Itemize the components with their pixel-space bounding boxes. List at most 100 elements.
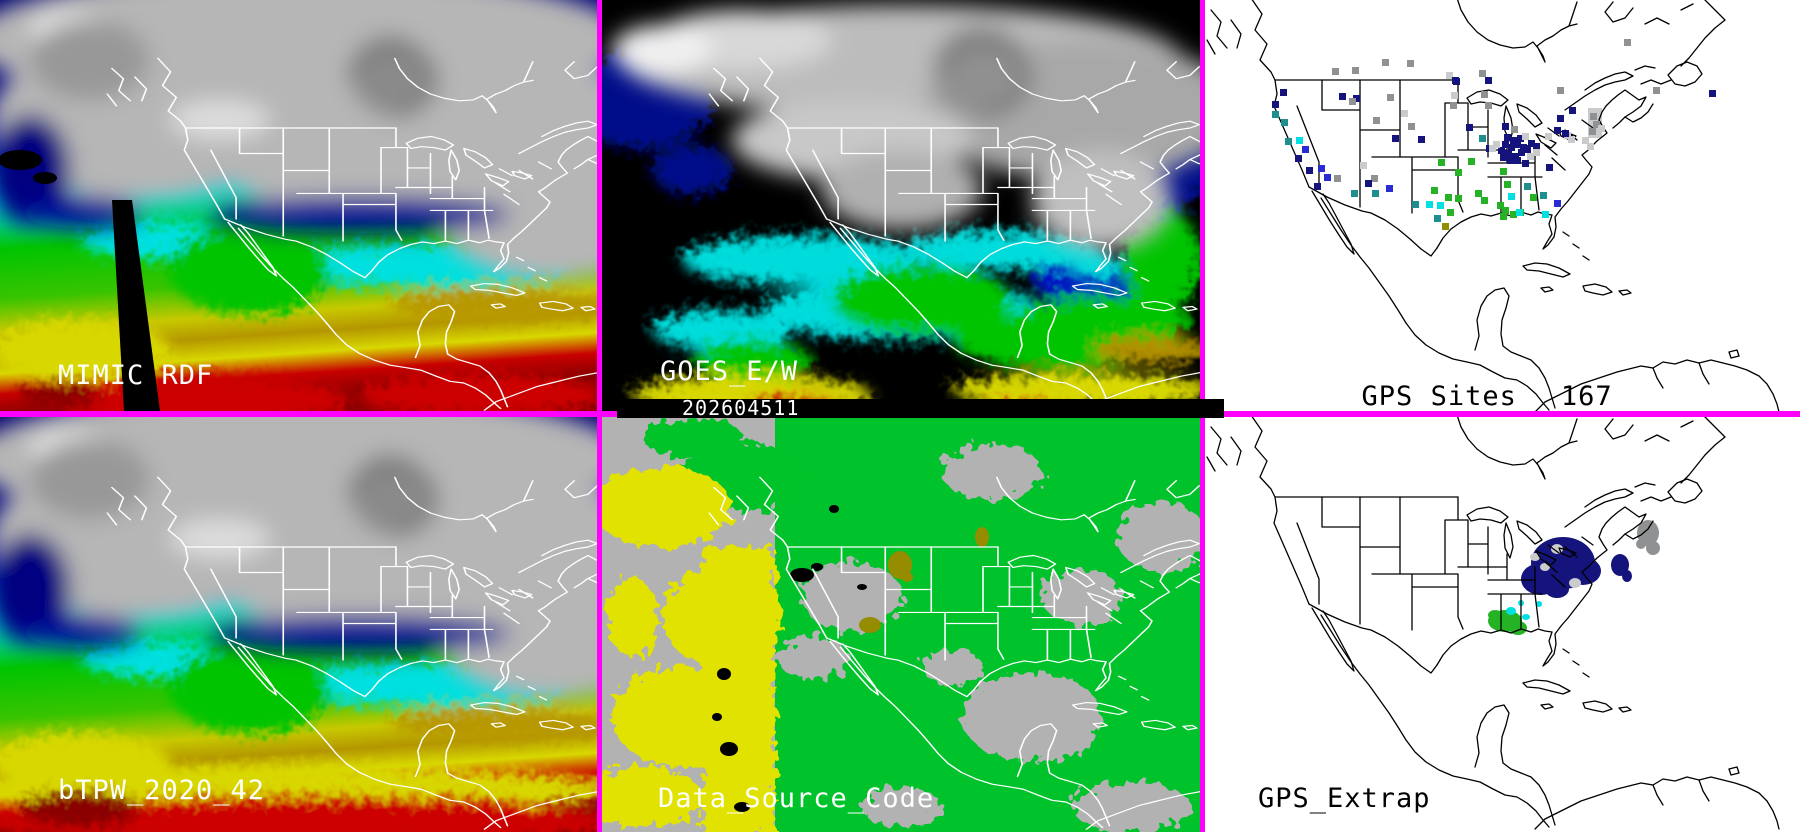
gps-site-marker bbox=[1554, 127, 1561, 134]
gps-site-marker bbox=[1530, 194, 1537, 201]
timestamp-text: 202604511 bbox=[682, 396, 800, 420]
gps-site-marker bbox=[1522, 133, 1529, 140]
goes-ew-imagery bbox=[602, 5, 1200, 411]
gps-site-marker bbox=[1517, 135, 1524, 142]
gps-site-marker bbox=[1481, 197, 1488, 204]
gps-site-marker bbox=[1306, 167, 1313, 174]
gps-site-marker bbox=[1497, 202, 1504, 209]
gps-site-marker bbox=[1451, 92, 1458, 99]
gps-site-markers bbox=[1272, 39, 1716, 230]
gps-site-marker bbox=[1272, 101, 1279, 108]
gps-site-marker bbox=[1401, 110, 1408, 117]
no-data-patches bbox=[712, 505, 867, 812]
gps-site-marker bbox=[1524, 183, 1531, 190]
gps-site-marker bbox=[1296, 137, 1303, 144]
gps-site-marker bbox=[1426, 201, 1433, 208]
gps-site-marker bbox=[1372, 190, 1379, 197]
gps-site-marker bbox=[1445, 194, 1452, 201]
gps-site-marker bbox=[1373, 117, 1380, 124]
gps-site-marker bbox=[1500, 213, 1507, 220]
gps-site-marker bbox=[1502, 207, 1509, 214]
gps-site-marker bbox=[1314, 183, 1321, 190]
gps-site-marker bbox=[1653, 87, 1660, 94]
gps-site-marker bbox=[1514, 141, 1521, 148]
gps-site-marker bbox=[1452, 77, 1459, 84]
gps-site-marker bbox=[1557, 87, 1564, 94]
gps-site-marker bbox=[1412, 201, 1419, 208]
extrap-region-blob bbox=[1522, 614, 1530, 620]
gps-site-marker bbox=[1418, 136, 1425, 143]
gps-site-marker bbox=[1582, 137, 1589, 144]
gps-site-marker bbox=[1504, 134, 1511, 141]
gps-site-marker bbox=[1281, 119, 1288, 126]
gps-site-marker bbox=[1624, 39, 1631, 46]
gps-site-marker bbox=[1450, 102, 1457, 109]
source-code-blobs bbox=[602, 417, 1200, 832]
gps-site-marker bbox=[1500, 168, 1507, 175]
gps-site-marker bbox=[1349, 98, 1356, 105]
cloud-mass bbox=[0, 0, 597, 280]
gps-sites-title: GPS Sites bbox=[1361, 381, 1517, 411]
panel-btpw: bTPW_2020_42 bbox=[0, 417, 597, 832]
gps-site-marker bbox=[1504, 181, 1511, 188]
gps-site-marker bbox=[1392, 135, 1399, 142]
gps-site-marker bbox=[1466, 124, 1473, 131]
extrap-region-blob bbox=[1506, 607, 1516, 615]
gps-site-marker bbox=[1408, 123, 1415, 130]
gps-site-marker bbox=[1542, 211, 1549, 218]
gps-site-marker bbox=[1302, 146, 1309, 153]
olive-patches bbox=[859, 527, 989, 633]
data-source-imagery bbox=[602, 417, 1200, 832]
panel-gps-sites: GPS Sites 167 bbox=[1205, 0, 1800, 411]
extrap-region-blob bbox=[1646, 541, 1660, 555]
gps-extrap-label: GPS_Extrap bbox=[1258, 783, 1431, 814]
gps-site-marker bbox=[1475, 190, 1482, 197]
extrap-region-blob bbox=[1611, 554, 1629, 576]
goes-cloud-mass bbox=[612, 5, 1200, 250]
gps-site-marker bbox=[1502, 141, 1509, 148]
gps-site-marker bbox=[1468, 158, 1475, 165]
btpw-label: bTPW_2020_42 bbox=[58, 775, 266, 806]
gps-site-marker bbox=[1332, 68, 1339, 75]
btpw-imagery bbox=[0, 417, 597, 832]
gps-site-marker bbox=[1557, 115, 1564, 122]
gps-site-marker bbox=[1485, 77, 1492, 84]
gps-site-marker bbox=[1295, 155, 1302, 162]
gps-site-marker bbox=[1485, 102, 1492, 109]
gps-site-marker bbox=[1353, 95, 1360, 102]
gps-site-marker bbox=[1437, 202, 1444, 209]
panel-goes-ew: GOES_E/W bbox=[602, 0, 1200, 411]
gps-site-marker bbox=[1524, 146, 1531, 153]
gps-site-marker bbox=[1479, 70, 1486, 77]
gps-site-marker bbox=[1272, 111, 1279, 118]
gps-site-marker bbox=[1455, 169, 1462, 176]
gps-site-marker bbox=[1528, 140, 1535, 147]
gps-extrap-map bbox=[1205, 417, 1800, 832]
gps-site-marker bbox=[1508, 193, 1515, 200]
gps-site-marker bbox=[1514, 157, 1521, 164]
panel-data-source-code: Data_Source_Code bbox=[602, 417, 1200, 832]
gps-sites-label: GPS Sites 167 bbox=[1258, 356, 1613, 411]
gps-site-marker bbox=[1351, 190, 1358, 197]
gps-site-marker bbox=[1382, 59, 1389, 66]
extrap-region-blob bbox=[1530, 553, 1540, 561]
gps-site-marker bbox=[1589, 128, 1596, 135]
gps-site-marker bbox=[1442, 223, 1449, 230]
gps-site-marker bbox=[1280, 89, 1287, 96]
missing-data-swath bbox=[0, 150, 160, 411]
gps-site-marker bbox=[1447, 209, 1454, 216]
gps-site-marker bbox=[1512, 153, 1519, 160]
gps-site-marker bbox=[1493, 141, 1500, 148]
gps-site-marker bbox=[1502, 123, 1509, 130]
gps-site-marker bbox=[1407, 60, 1414, 67]
gps-site-marker bbox=[1510, 211, 1517, 218]
data-source-code-label: Data_Source_Code bbox=[658, 783, 935, 814]
gps-site-marker bbox=[1360, 162, 1367, 169]
gps-site-marker bbox=[1545, 133, 1552, 140]
extrap-region-blob bbox=[1540, 563, 1550, 571]
gps-site-marker bbox=[1587, 143, 1594, 150]
gps-site-marker bbox=[1562, 130, 1569, 137]
gps-site-marker bbox=[1285, 138, 1292, 145]
gps-site-marker bbox=[1498, 147, 1505, 154]
